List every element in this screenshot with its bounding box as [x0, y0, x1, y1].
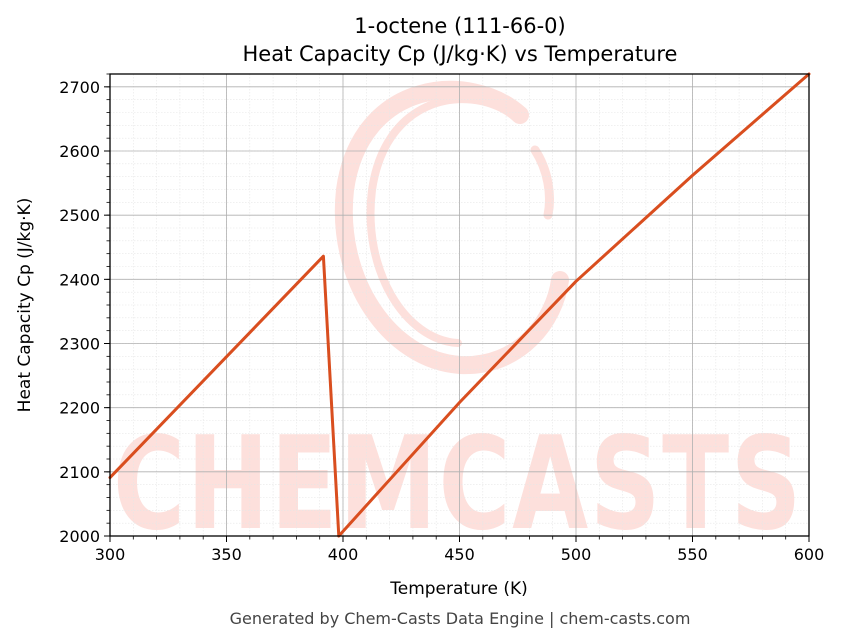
y-ticks: 2000 2100 2200 2300 2400 2500 2600 2700 — [59, 73, 110, 546]
chart-title-line2: Heat Capacity Cp (J/kg·K) vs Temperature — [243, 42, 678, 66]
x-ticks: 300 350 400 450 500 550 600 — [95, 536, 825, 564]
y-axis-label: Heat Capacity Cp (J/kg·K) — [15, 198, 35, 413]
chart-title-line1: 1-octene (111-66-0) — [354, 14, 566, 38]
x-tick-label: 600 — [794, 545, 825, 564]
footer-credit: Generated by Chem-Casts Data Engine | ch… — [230, 609, 691, 628]
y-tick-label: 2700 — [59, 78, 100, 97]
y-tick-label: 2000 — [59, 527, 100, 546]
y-tick-label: 2200 — [59, 399, 100, 418]
x-tick-label: 500 — [561, 545, 592, 564]
x-tick-label: 350 — [211, 545, 242, 564]
y-tick-label: 2100 — [59, 463, 100, 482]
x-tick-label: 400 — [328, 545, 359, 564]
x-tick-label: 300 — [95, 545, 126, 564]
x-tick-label: 450 — [444, 545, 475, 564]
y-tick-label: 2300 — [59, 335, 100, 354]
y-tick-label: 2400 — [59, 270, 100, 289]
y-tick-label: 2500 — [59, 206, 100, 225]
series-line — [108, 72, 811, 538]
y-tick-label: 2600 — [59, 142, 100, 161]
x-tick-label: 550 — [677, 545, 708, 564]
x-axis-label: Temperature (K) — [389, 579, 528, 599]
watermark-swirl-icon — [334, 80, 569, 375]
